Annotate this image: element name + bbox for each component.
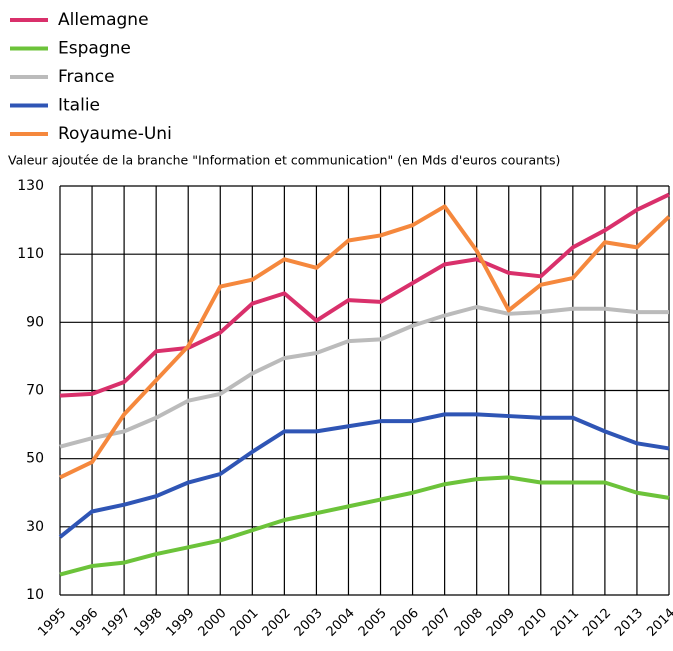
y-tick-label: 90 <box>26 314 44 330</box>
series-line <box>59 304 669 449</box>
y-tick-label: 10 <box>26 587 44 603</box>
x-tick-label: 2003 <box>292 606 326 640</box>
x-tick-label: 1996 <box>67 606 101 640</box>
y-tick-label: 50 <box>26 451 44 467</box>
x-tick-label: 2008 <box>452 606 486 640</box>
series-line <box>58 412 670 539</box>
y-tick-label: 110 <box>17 246 44 262</box>
y-tick-label: 30 <box>26 519 44 535</box>
x-tick-label: 2014 <box>644 606 673 640</box>
legend-label: Italie <box>58 96 100 116</box>
x-tick-label: 1998 <box>131 606 165 640</box>
x-tick-label: 2013 <box>612 606 646 640</box>
x-tick-label: 2010 <box>516 606 550 640</box>
x-tick-label: 1995 <box>35 606 69 640</box>
x-tick-label: 2012 <box>580 606 614 640</box>
x-tick-label: 2004 <box>324 606 358 640</box>
x-tick-label: 2001 <box>228 606 262 640</box>
legend-label: Espagne <box>58 39 131 59</box>
x-tick-label: 2011 <box>548 606 582 640</box>
x-tick-label: 2000 <box>196 606 230 640</box>
legend-label: Allemagne <box>58 10 149 30</box>
series-line <box>59 475 670 577</box>
x-tick-label: 2006 <box>388 606 422 640</box>
series-line <box>59 192 670 398</box>
y-tick-label: 130 <box>17 178 44 194</box>
y-tick-label: 70 <box>26 383 44 399</box>
x-tick-label: 1997 <box>99 606 133 640</box>
legend-label: France <box>58 67 115 87</box>
x-tick-label: 2002 <box>260 606 294 640</box>
chart-subtitle: Valeur ajoutée de la branche "Informatio… <box>8 153 560 168</box>
legend-label: Royaume-Uni <box>58 124 172 144</box>
x-tick-label: 2009 <box>484 606 518 640</box>
x-tick-label: 2007 <box>420 606 454 640</box>
x-tick-label: 1999 <box>164 606 198 640</box>
x-tick-label: 2005 <box>356 606 390 640</box>
series-line <box>59 204 671 480</box>
